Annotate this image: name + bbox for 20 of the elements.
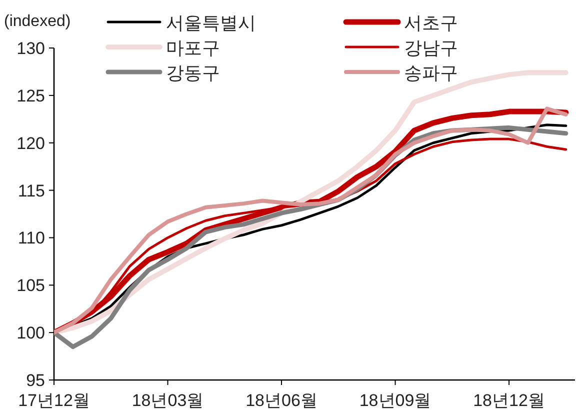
- y-tick-label: 105: [16, 276, 45, 296]
- y-tick-label: 125: [16, 86, 45, 106]
- y-tick-label: 100: [16, 324, 45, 343]
- x-tick-label: 17년12월: [18, 391, 90, 410]
- y-tick-label: 115: [18, 181, 45, 200]
- legend-label: 서초구: [404, 13, 458, 33]
- y-tick-label: 95: [26, 371, 45, 390]
- legend-label: 강동구: [166, 63, 220, 83]
- legend-label: 강남구: [404, 38, 458, 58]
- legend-label: 송파구: [404, 63, 458, 83]
- x-tick-label: 18년09월: [359, 391, 432, 410]
- x-tick-label: 18년12월: [473, 391, 545, 410]
- y-tick-label: 110: [18, 228, 45, 248]
- legend-label: 마포구: [166, 38, 220, 58]
- x-tick-label: 18년06월: [246, 391, 318, 410]
- y-axis-title: (indexed): [4, 13, 71, 30]
- y-tick-label: 130: [16, 39, 45, 58]
- legend-label: 서울특별시: [166, 13, 256, 33]
- x-tick-label: 18년03월: [132, 391, 204, 410]
- y-tick-label: 120: [16, 134, 45, 153]
